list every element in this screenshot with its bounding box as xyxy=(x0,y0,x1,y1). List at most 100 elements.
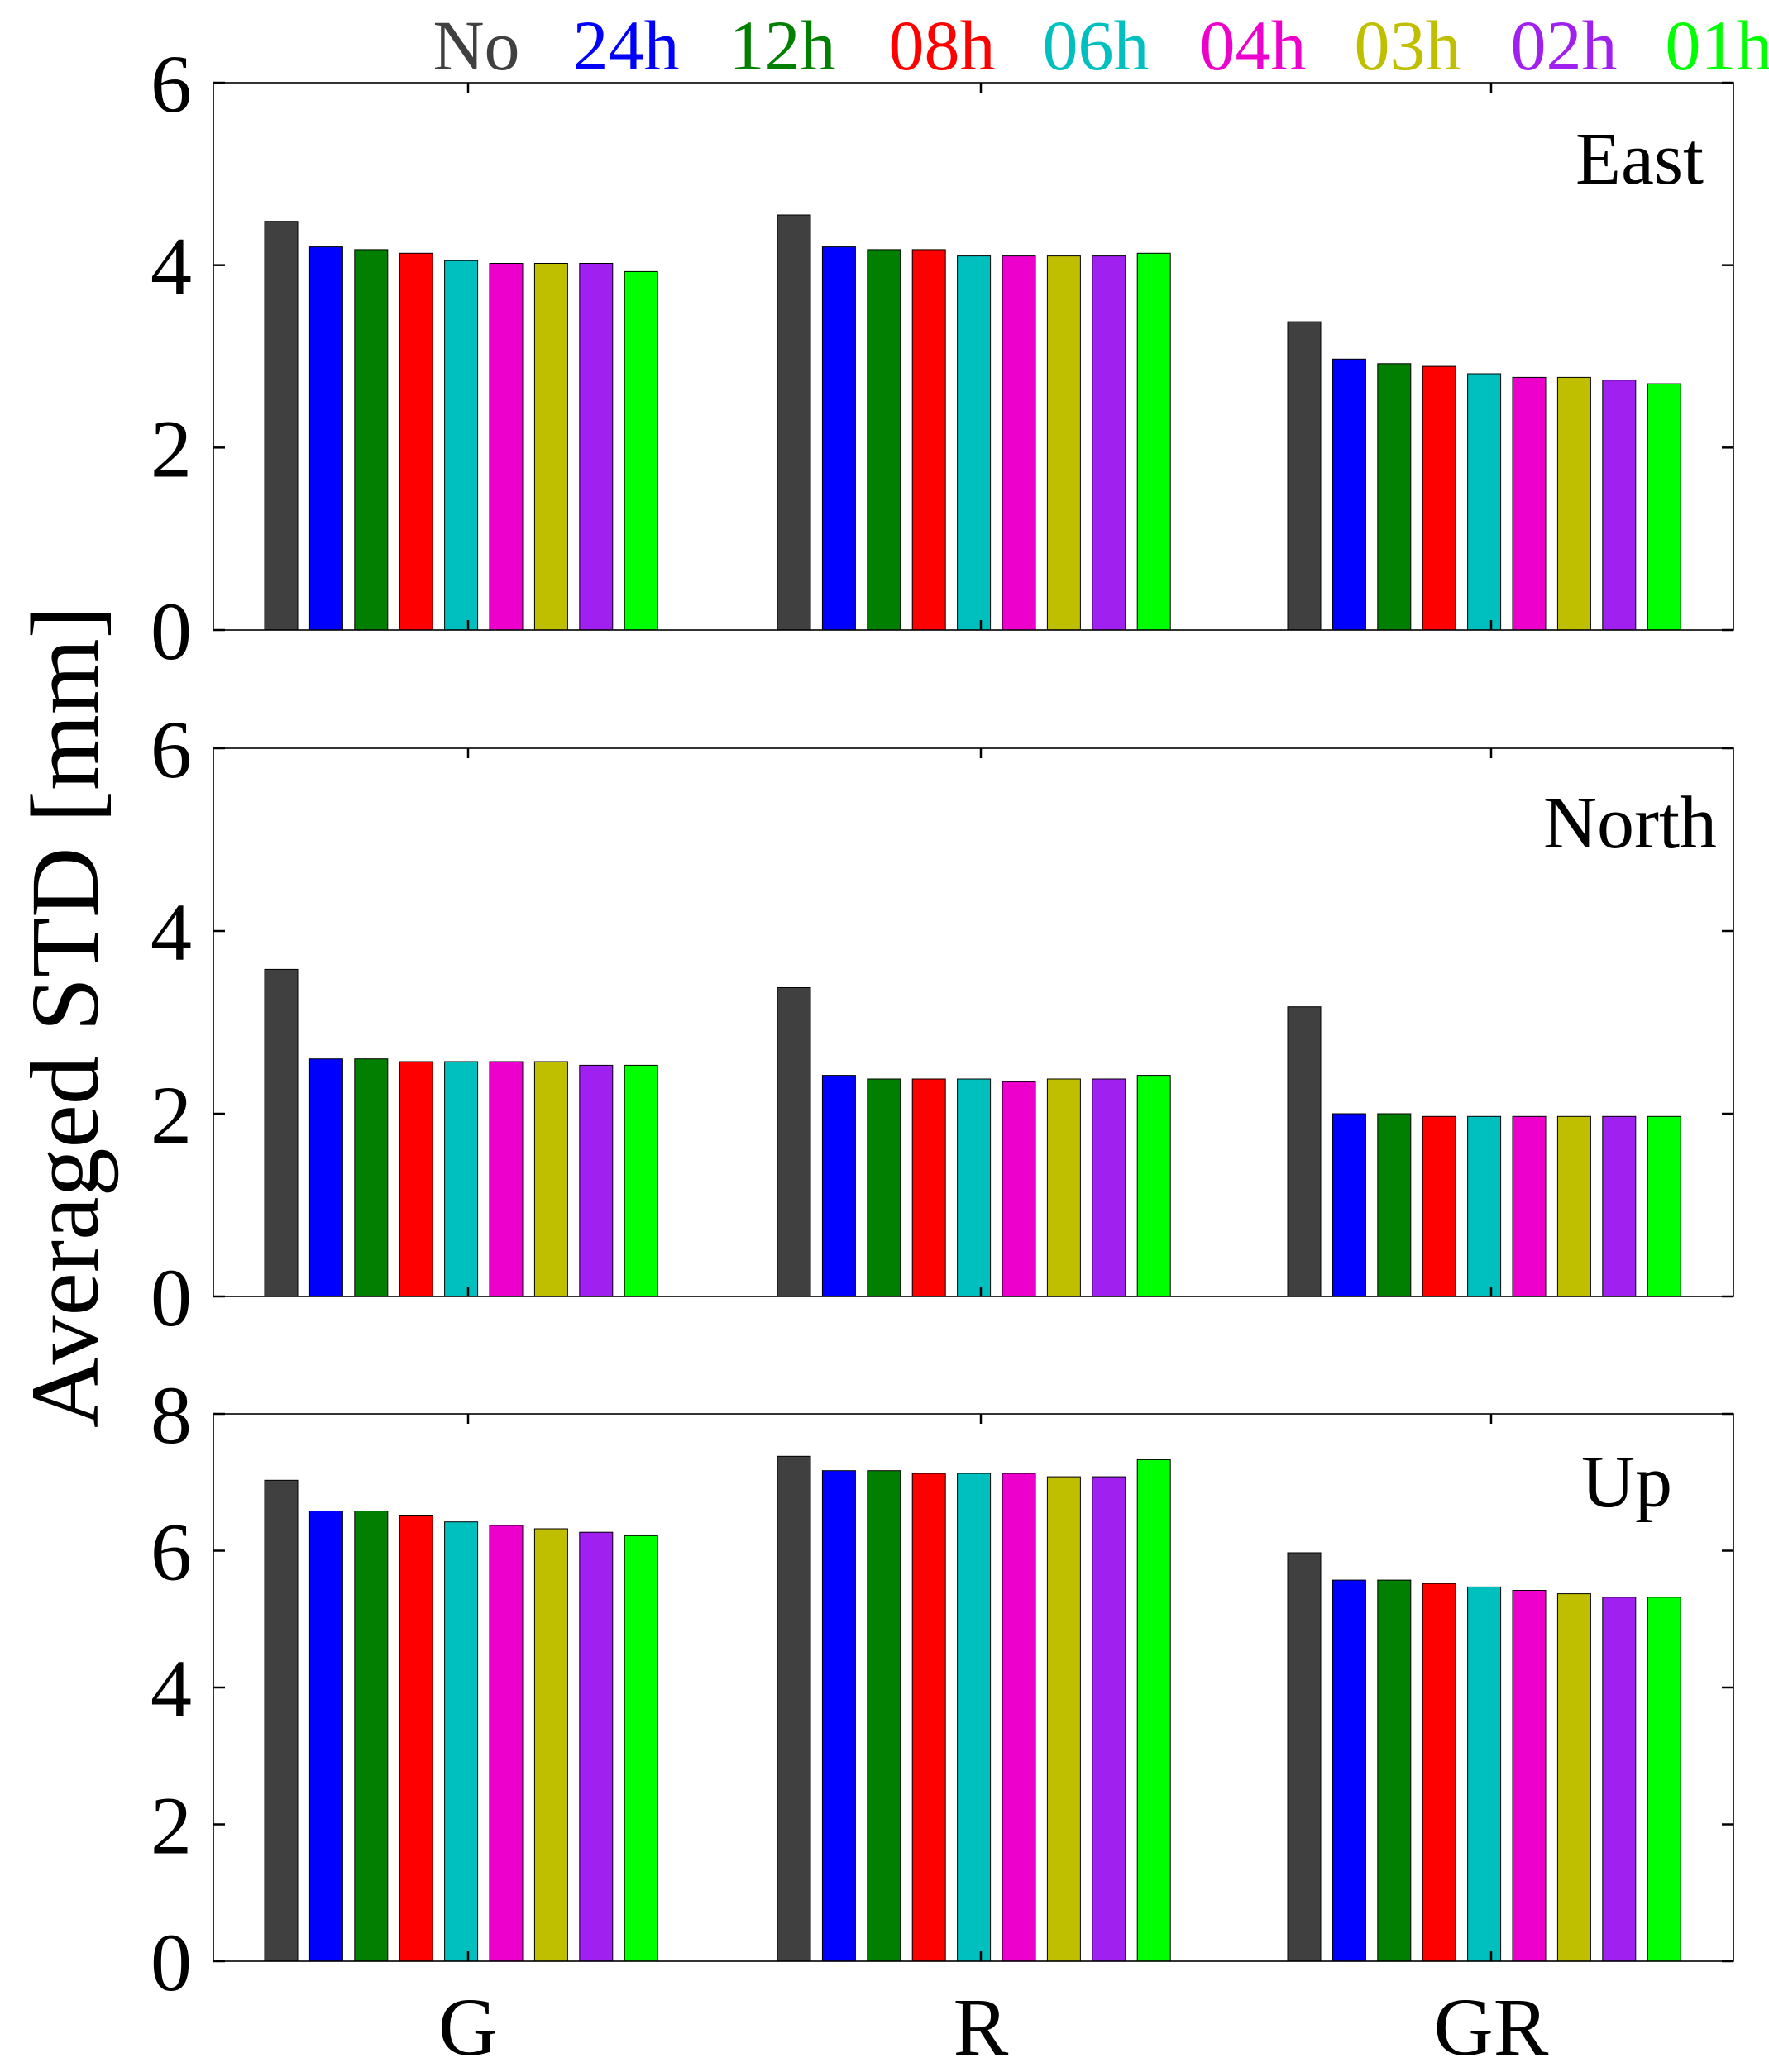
bar-east-gr-24h xyxy=(1332,358,1366,631)
bar-north-g-04h xyxy=(489,1061,524,1297)
bar-up-gr-24h xyxy=(1332,1579,1366,1962)
bar-east-gr-03h xyxy=(1556,376,1591,631)
bar-up-r-24h xyxy=(821,1470,856,1962)
bar-east-g-06h xyxy=(444,260,479,631)
bar-north-gr-03h xyxy=(1556,1115,1591,1297)
x-axis-tick-labels: G R GR xyxy=(438,1981,1549,2072)
bar-north-g-no xyxy=(264,968,299,1297)
legend-entry-04h: 04h xyxy=(1200,6,1307,85)
legend-entry-03h: 03h xyxy=(1355,6,1461,85)
bar-up-g-03h xyxy=(533,1528,568,1962)
bar-east-g-03h xyxy=(533,263,568,631)
bar-north-r-08h xyxy=(911,1078,946,1297)
bar-east-g-04h xyxy=(489,263,524,631)
y-tick-label: 2 xyxy=(151,1069,192,1161)
bar-north-r-12h xyxy=(867,1078,901,1297)
bar-north-g-01h xyxy=(624,1064,658,1297)
bar-north-r-no xyxy=(777,987,811,1297)
bar-north-r-24h xyxy=(821,1075,856,1297)
bar-east-gr-08h xyxy=(1422,365,1456,631)
y-axis-label: Averaged STD [mm] xyxy=(11,606,119,1428)
x-tick-label: GR xyxy=(1434,1981,1549,2072)
bar-up-gr-04h xyxy=(1512,1590,1547,1962)
bar-east-gr-06h xyxy=(1467,373,1502,631)
bar-up-gr-02h xyxy=(1602,1597,1637,1962)
bar-east-g-01h xyxy=(624,270,658,631)
legend: No 24h 12h 08h 06h 04h 03h 02h 01h xyxy=(433,6,1769,85)
bar-up-gr-no xyxy=(1287,1552,1322,1962)
bar-north-g-06h xyxy=(444,1061,479,1297)
bar-north-g-02h xyxy=(579,1064,614,1297)
y-tick-label: 6 xyxy=(151,704,192,795)
bar-north-gr-06h xyxy=(1467,1115,1502,1297)
bar-north-gr-no xyxy=(1287,1006,1322,1297)
bar-north-gr-12h xyxy=(1377,1113,1412,1297)
y-tick-label: 6 xyxy=(151,38,192,130)
bar-east-gr-04h xyxy=(1512,376,1547,631)
bar-east-gr-01h xyxy=(1647,383,1681,631)
bar-north-gr-02h xyxy=(1602,1115,1637,1297)
bar-north-r-04h xyxy=(1002,1081,1036,1297)
bar-up-r-03h xyxy=(1046,1476,1081,1962)
panel-east: 0 2 4 6 East xyxy=(151,38,1734,677)
panel-title: Up xyxy=(1581,1441,1672,1523)
legend-entry-08h: 08h xyxy=(889,6,996,85)
bar-east-gr-12h xyxy=(1377,363,1412,631)
bar-north-gr-01h xyxy=(1647,1115,1681,1297)
bar-east-g-12h xyxy=(354,249,389,631)
legend-entry-01h: 01h xyxy=(1666,6,1769,85)
legend-entry-12h: 12h xyxy=(729,6,836,85)
bar-up-g-no xyxy=(264,1479,299,1962)
bar-north-gr-24h xyxy=(1332,1113,1366,1297)
panel-frame xyxy=(213,82,1734,631)
legend-entry-06h: 06h xyxy=(1043,6,1150,85)
bar-up-r-01h xyxy=(1136,1459,1171,1962)
bar-up-gr-06h xyxy=(1467,1586,1502,1962)
bar-up-g-02h xyxy=(579,1531,614,1962)
y-tick-label: 6 xyxy=(151,1506,192,1598)
y-tick-label: 2 xyxy=(151,403,192,494)
bar-up-g-12h xyxy=(354,1511,389,1962)
bar-east-r-06h xyxy=(957,255,992,631)
bar-up-gr-03h xyxy=(1556,1593,1591,1962)
bar-east-r-02h xyxy=(1092,255,1126,631)
panels: 0 2 4 6 East 0 2 4 6 North 0 2 4 6 8 Up xyxy=(151,38,1734,2008)
bar-up-g-06h xyxy=(444,1521,479,1962)
bar-up-gr-08h xyxy=(1422,1583,1456,1962)
bar-east-r-24h xyxy=(821,246,856,631)
x-tick-label: R xyxy=(954,1981,1009,2072)
bar-east-r-08h xyxy=(911,249,946,631)
bar-east-g-02h xyxy=(579,263,614,631)
bar-north-g-03h xyxy=(533,1061,568,1297)
bar-east-g-no xyxy=(264,221,299,631)
bar-east-gr-02h xyxy=(1602,380,1637,631)
bar-north-g-24h xyxy=(308,1058,343,1297)
panel-frame xyxy=(213,747,1734,1297)
y-tick-label: 4 xyxy=(151,886,192,978)
bar-up-g-04h xyxy=(489,1525,524,1962)
panel-north: 0 2 4 6 North xyxy=(151,704,1734,1344)
bar-north-r-02h xyxy=(1092,1078,1126,1297)
bar-up-gr-12h xyxy=(1377,1579,1412,1962)
bar-north-gr-08h xyxy=(1422,1115,1456,1297)
bar-east-r-12h xyxy=(867,249,901,631)
bar-up-r-06h xyxy=(957,1473,992,1962)
bar-east-r-04h xyxy=(1002,255,1036,631)
panel-title: North xyxy=(1543,782,1717,864)
bar-north-r-01h xyxy=(1136,1075,1171,1297)
bar-north-g-12h xyxy=(354,1058,389,1297)
bar-east-g-24h xyxy=(308,246,343,631)
bar-north-r-06h xyxy=(957,1078,992,1297)
bar-north-g-08h xyxy=(399,1061,433,1297)
y-tick-label: 0 xyxy=(151,585,192,677)
bar-up-g-08h xyxy=(399,1515,433,1962)
y-tick-label: 0 xyxy=(151,1252,192,1344)
bar-up-gr-01h xyxy=(1647,1597,1681,1962)
bar-east-r-03h xyxy=(1046,255,1081,631)
bar-north-gr-04h xyxy=(1512,1115,1547,1297)
y-tick-label: 8 xyxy=(151,1369,192,1461)
bar-east-r-no xyxy=(777,214,811,631)
y-tick-label: 4 xyxy=(151,1643,192,1735)
legend-entry-24h: 24h xyxy=(573,6,680,85)
